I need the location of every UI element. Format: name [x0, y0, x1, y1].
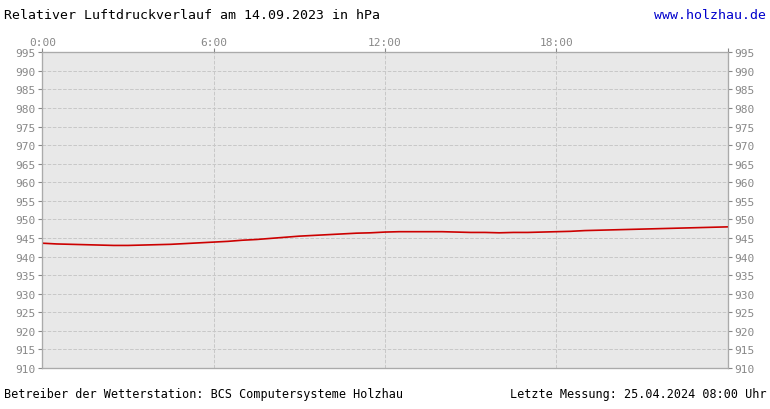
Text: Letzte Messung: 25.04.2024 08:00 Uhr: Letzte Messung: 25.04.2024 08:00 Uhr: [510, 387, 766, 400]
Text: www.holzhau.de: www.holzhau.de: [654, 9, 766, 22]
Text: Relativer Luftdruckverlauf am 14.09.2023 in hPa: Relativer Luftdruckverlauf am 14.09.2023…: [4, 9, 380, 22]
Text: Betreiber der Wetterstation: BCS Computersysteme Holzhau: Betreiber der Wetterstation: BCS Compute…: [4, 387, 403, 400]
